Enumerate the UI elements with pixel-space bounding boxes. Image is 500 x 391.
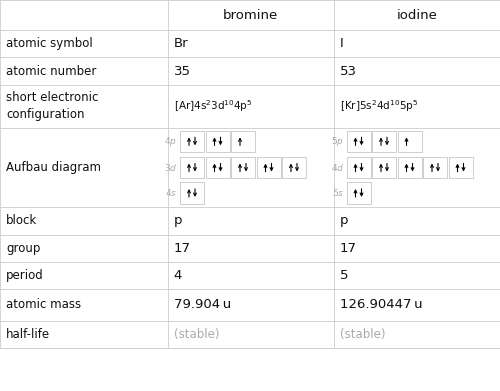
- Text: Br: Br: [174, 37, 188, 50]
- Text: 79.904 u: 79.904 u: [174, 298, 231, 312]
- Text: group: group: [6, 242, 40, 255]
- Text: $\mathit{5p}$: $\mathit{5p}$: [331, 135, 344, 148]
- Bar: [206, 131, 230, 152]
- Bar: [372, 157, 396, 178]
- Text: $\mathit{3d}$: $\mathit{3d}$: [164, 162, 177, 173]
- Text: p: p: [174, 214, 182, 228]
- Text: 35: 35: [174, 65, 190, 78]
- Bar: [448, 157, 472, 178]
- Bar: [346, 131, 370, 152]
- Text: (stable): (stable): [174, 328, 219, 341]
- Bar: [346, 182, 370, 204]
- Text: short electronic
configuration: short electronic configuration: [6, 91, 98, 121]
- Text: $\mathit{5s}$: $\mathit{5s}$: [332, 187, 344, 199]
- Text: $\mathregular{[Ar]4s^23d^{10}4p^5}$: $\mathregular{[Ar]4s^23d^{10}4p^5}$: [174, 99, 252, 114]
- Bar: [282, 157, 306, 178]
- Bar: [180, 182, 204, 204]
- Text: period: period: [6, 269, 44, 282]
- Text: (stable): (stable): [340, 328, 386, 341]
- Bar: [256, 157, 280, 178]
- Text: $\mathregular{[Kr]5s^24d^{10}5p^5}$: $\mathregular{[Kr]5s^24d^{10}5p^5}$: [340, 99, 418, 114]
- Text: $\mathit{4d}$: $\mathit{4d}$: [330, 162, 344, 173]
- Text: Aufbau diagram: Aufbau diagram: [6, 161, 101, 174]
- Bar: [423, 157, 447, 178]
- Bar: [398, 157, 421, 178]
- Text: p: p: [340, 214, 348, 228]
- Text: 53: 53: [340, 65, 357, 78]
- Bar: [346, 157, 370, 178]
- Text: half-life: half-life: [6, 328, 50, 341]
- Text: block: block: [6, 214, 37, 228]
- Text: atomic number: atomic number: [6, 65, 96, 78]
- Text: 126.90447 u: 126.90447 u: [340, 298, 422, 312]
- Text: 17: 17: [174, 242, 190, 255]
- Bar: [180, 131, 204, 152]
- Text: atomic symbol: atomic symbol: [6, 37, 93, 50]
- Bar: [372, 131, 396, 152]
- Text: iodine: iodine: [396, 9, 438, 22]
- Bar: [398, 131, 421, 152]
- Text: 5: 5: [340, 269, 348, 282]
- Text: 4: 4: [174, 269, 182, 282]
- Text: 17: 17: [340, 242, 357, 255]
- Bar: [206, 157, 230, 178]
- Text: $\mathit{4p}$: $\mathit{4p}$: [164, 135, 177, 148]
- Text: bromine: bromine: [223, 9, 278, 22]
- Bar: [231, 157, 255, 178]
- Text: atomic mass: atomic mass: [6, 298, 81, 312]
- Bar: [231, 131, 255, 152]
- Text: $\mathit{4s}$: $\mathit{4s}$: [166, 187, 177, 199]
- Text: I: I: [340, 37, 344, 50]
- Bar: [180, 157, 204, 178]
